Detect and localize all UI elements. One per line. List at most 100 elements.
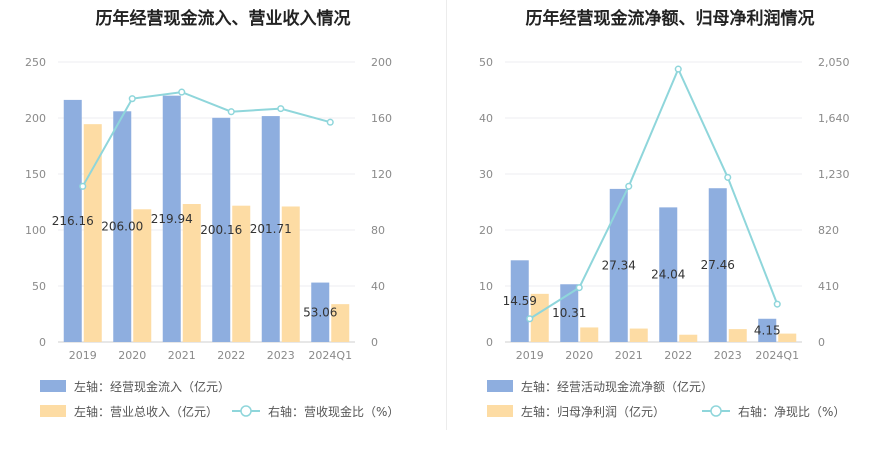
left-axis-tick-label: 20: [479, 224, 493, 237]
panel-divider: [446, 0, 447, 430]
bar-primary: [113, 111, 132, 342]
legend-label: 左轴：营业总收入（亿元）: [74, 404, 218, 419]
x-axis-tick-label: 2020: [118, 349, 146, 362]
left-axis-tick-label: 200: [25, 112, 46, 125]
bar-secondary: [629, 328, 648, 342]
right-axis-tick-label: 160: [371, 112, 392, 125]
line-point: [227, 108, 235, 116]
bar-data-label: 53.06: [303, 305, 337, 319]
line-point: [674, 65, 682, 73]
legend-label: 右轴：净现比（%）: [738, 404, 845, 419]
bar-primary: [63, 99, 82, 342]
right-axis-tick-label: 0: [818, 336, 825, 349]
x-axis-tick-label: 2024Q1: [308, 349, 352, 362]
series-line: [529, 66, 779, 320]
x-axis-tick-label: 2022: [217, 349, 245, 362]
bar-secondary: [530, 293, 549, 342]
left-axis-tick-label: 0: [39, 336, 46, 349]
x-axis-tick-label: 2019: [516, 349, 544, 362]
bar-secondary: [778, 333, 797, 342]
left-axis-tick-label: 50: [479, 56, 493, 69]
legend-swatch: [40, 405, 66, 417]
chart-panel-net-cash: 历年经营现金流净额、归母净利润情况 0 10 20 30 40 50 0 410 820 1,23…: [447, 0, 893, 458]
right-axis-tick-label: 80: [371, 224, 385, 237]
bar-data-label: 14.59: [503, 294, 537, 308]
bar-data-label: 10.31: [552, 306, 586, 320]
line-point: [79, 182, 87, 190]
bar-secondary: [83, 124, 102, 342]
bar-data-label: 200.16: [200, 223, 242, 237]
bar-data-label: 219.94: [151, 212, 193, 226]
legend-label: 右轴：营收现金比（%）: [268, 404, 399, 419]
left-axis-tick-label: 10: [479, 280, 493, 293]
bar-secondary: [679, 334, 698, 342]
series-line: [81, 91, 331, 187]
bar-primary: [510, 260, 529, 342]
bar-secondary: [133, 209, 152, 342]
right-axis-tick-label: 120: [371, 168, 392, 181]
bar-primary: [659, 207, 678, 342]
left-axis-tick-label: 0: [486, 336, 493, 349]
line-point: [724, 173, 732, 181]
line-point: [773, 300, 781, 308]
x-axis-tick-label: 2021: [168, 349, 196, 362]
bar-data-label: 201.71: [250, 222, 292, 236]
left-axis-tick-label: 40: [479, 112, 493, 125]
legend-swatch: [487, 405, 513, 417]
bar-primary: [261, 116, 280, 342]
bar-secondary: [580, 327, 599, 342]
legend-label: 左轴：经营活动现金流净额（亿元）: [521, 379, 713, 394]
line-point: [326, 118, 334, 126]
bar-data-label: 4.15: [754, 323, 781, 337]
x-axis-tick-label: 2024Q1: [755, 349, 799, 362]
bar-secondary: [728, 329, 747, 342]
line-point: [277, 105, 285, 113]
right-axis-tick-label: 410: [818, 280, 839, 293]
legend-swatch: [487, 380, 513, 392]
right-axis-tick-label: 1,230: [818, 168, 850, 181]
right-axis-tick-label: 40: [371, 280, 385, 293]
line-point: [575, 284, 583, 292]
bar-data-label: 27.46: [701, 258, 735, 272]
chart-panel-cash-inflow: 历年经营现金流入、营业收入情况 0 50 100 150 200 250 0 40 80 120 1…: [0, 0, 446, 458]
legend-swatch-point: [240, 405, 252, 417]
bar-data-label: 27.34: [602, 258, 636, 272]
bar-data-label: 206.00: [101, 220, 143, 234]
line-point: [526, 315, 534, 323]
bar-secondary: [281, 206, 300, 342]
bar-primary: [311, 282, 330, 342]
right-axis-tick-label: 2,050: [818, 56, 850, 69]
left-axis-tick-label: 150: [25, 168, 46, 181]
bar-primary: [758, 318, 777, 342]
x-axis-tick-label: 2019: [69, 349, 97, 362]
bar-primary: [609, 188, 628, 342]
bar-primary: [212, 117, 231, 342]
left-axis-tick-label: 50: [32, 280, 46, 293]
x-axis-tick-label: 2023: [267, 349, 295, 362]
bar-secondary: [331, 304, 350, 342]
left-axis-tick-label: 100: [25, 224, 46, 237]
bar-data-label: 216.16: [52, 214, 94, 228]
right-axis-tick-label: 200: [371, 56, 392, 69]
line-point: [625, 182, 633, 190]
legend-swatch-point: [710, 405, 722, 417]
x-axis-tick-label: 2023: [714, 349, 742, 362]
legend-label: 左轴：经营现金流入（亿元）: [74, 379, 230, 394]
legend-label: 左轴：归母净利润（亿元）: [521, 404, 665, 419]
x-axis-tick-label: 2022: [664, 349, 692, 362]
line-point: [178, 88, 186, 96]
chart-title: 历年经营现金流净额、归母净利润情况: [525, 9, 815, 29]
bar-primary: [708, 188, 727, 342]
bar-primary: [162, 95, 181, 342]
right-axis-tick-label: 820: [818, 224, 839, 237]
bar-secondary: [182, 204, 201, 342]
chart-svg: 0 50 100 150 200 250 0 40 80 120 160 200 2019 2020 202…: [25, 56, 399, 419]
x-axis-tick-label: 2021: [615, 349, 643, 362]
chart-svg: 0 10 20 30 40 50 0 410 820 1,230 1,640 2,050 2019 202…: [479, 56, 850, 419]
chart-title: 历年经营现金流入、营业收入情况: [95, 9, 351, 29]
bar-data-label: 24.04: [651, 268, 685, 282]
legend-swatch: [40, 380, 66, 392]
x-axis-tick-label: 2020: [565, 349, 593, 362]
left-axis-tick-label: 250: [25, 56, 46, 69]
right-axis-tick-label: 1,640: [818, 112, 850, 125]
